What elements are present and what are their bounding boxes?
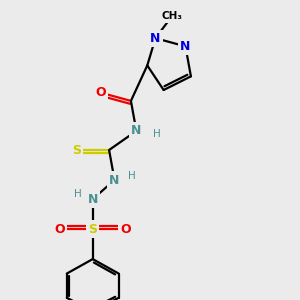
Text: N: N — [88, 193, 98, 206]
Text: O: O — [120, 223, 131, 236]
Text: N: N — [180, 40, 190, 53]
Text: H: H — [74, 189, 82, 199]
Text: N: N — [131, 124, 142, 137]
Text: O: O — [96, 86, 106, 99]
Text: N: N — [110, 173, 120, 187]
Text: H: H — [153, 129, 161, 139]
Text: CH₃: CH₃ — [161, 11, 182, 21]
Text: N: N — [150, 32, 161, 45]
Text: S: S — [72, 143, 81, 157]
Text: H: H — [128, 171, 136, 181]
Text: O: O — [55, 223, 65, 236]
Text: S: S — [88, 223, 97, 236]
